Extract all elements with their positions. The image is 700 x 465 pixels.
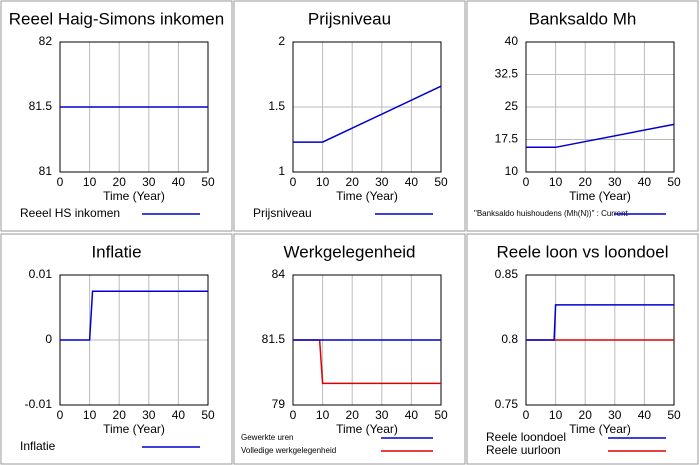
- plot-frame: [292, 41, 442, 173]
- x-tick-label: 20: [346, 175, 360, 189]
- panel-border: [466, 233, 699, 465]
- chart-title: Prijsniveau: [308, 9, 391, 28]
- x-tick-label: 40: [405, 408, 419, 422]
- chart-title: Reeel Haig-Simons inkomen: [9, 9, 224, 28]
- y-tick-label: 82: [39, 34, 53, 48]
- legend-label: Reeel HS inkomen: [20, 206, 120, 220]
- y-tick-label: 81.5: [262, 332, 286, 346]
- x-tick-label: 40: [172, 408, 186, 422]
- y-tick-label: 0.75: [495, 397, 519, 411]
- legend-label: Prijsniveau: [253, 206, 312, 220]
- x-tick-label: 20: [579, 408, 593, 422]
- x-tick-label: 30: [608, 175, 622, 189]
- x-tick-label: 40: [638, 408, 652, 422]
- x-tick-label: 30: [142, 175, 156, 189]
- x-tick-label: 50: [667, 175, 681, 189]
- chart-title: Reele loon vs loondoel: [496, 242, 668, 261]
- y-tick-label: 84: [272, 267, 286, 281]
- panel-border: [233, 0, 466, 232]
- y-tick-label: 17.5: [495, 132, 519, 146]
- x-axis-label: Time (Year): [569, 189, 631, 203]
- x-tick-label: 10: [549, 175, 563, 189]
- y-tick-label: 10: [505, 164, 519, 178]
- x-tick-label: 0: [523, 175, 530, 189]
- series-line: [526, 123, 675, 149]
- x-tick-label: 20: [113, 175, 127, 189]
- x-tick-label: 10: [316, 175, 330, 189]
- y-tick-label: 1.5: [268, 99, 285, 113]
- x-tick-label: 20: [113, 408, 127, 422]
- panel-border: [233, 233, 466, 465]
- x-tick-label: 30: [375, 175, 389, 189]
- y-tick-label: 79: [272, 397, 286, 411]
- legend-label: Reele uurloon: [486, 443, 561, 457]
- y-tick-label: 2: [278, 34, 285, 48]
- y-tick-label: 81.5: [29, 99, 53, 113]
- x-tick-label: 20: [579, 175, 593, 189]
- legend-label: Reele loondoel: [486, 430, 566, 444]
- x-tick-label: 0: [290, 408, 297, 422]
- x-tick-label: 50: [434, 175, 448, 189]
- x-axis-label: Time (Year): [336, 422, 398, 436]
- x-tick-label: 30: [142, 408, 156, 422]
- x-tick-label: 50: [201, 408, 215, 422]
- y-tick-label: 32.5: [495, 67, 519, 81]
- y-tick-label: 25: [505, 99, 519, 113]
- x-tick-label: 30: [375, 408, 389, 422]
- legend-label: Gewerkte uren: [241, 433, 293, 442]
- y-tick-label: 0.85: [495, 267, 519, 281]
- plot-frame: [525, 41, 675, 173]
- x-axis-label: Time (Year): [336, 189, 398, 203]
- panel-border: [466, 0, 699, 232]
- x-tick-label: 20: [346, 408, 360, 422]
- x-tick-label: 50: [667, 408, 681, 422]
- y-tick-label: 40: [505, 34, 519, 48]
- x-tick-label: 0: [57, 408, 64, 422]
- x-tick-label: 50: [434, 408, 448, 422]
- series-line: [293, 85, 442, 143]
- x-axis-label: Time (Year): [103, 189, 165, 203]
- panel-border: [0, 233, 233, 465]
- panel-border: [0, 0, 233, 232]
- x-axis-label: Time (Year): [569, 422, 631, 436]
- x-tick-label: 10: [549, 408, 563, 422]
- x-tick-label: 10: [83, 175, 97, 189]
- x-tick-label: 0: [523, 408, 530, 422]
- series-line: [60, 290, 208, 341]
- y-tick-label: -0.01: [25, 397, 53, 411]
- chart-title: Inflatie: [91, 242, 141, 261]
- x-tick-label: 40: [638, 175, 652, 189]
- chart-title: Werkgelegenheid: [284, 242, 416, 261]
- x-tick-label: 50: [201, 175, 215, 189]
- x-axis-label: Time (Year): [103, 422, 165, 436]
- y-tick-label: 0: [45, 332, 52, 346]
- series-line: [526, 304, 674, 341]
- x-tick-label: 0: [57, 175, 64, 189]
- x-tick-label: 10: [83, 408, 97, 422]
- x-tick-label: 30: [608, 408, 622, 422]
- y-tick-label: 1: [278, 164, 285, 178]
- x-tick-label: 40: [405, 175, 419, 189]
- legend-label: "Banksaldo huishoudens (Mh(N))" : Curren…: [474, 209, 629, 218]
- x-tick-label: 40: [172, 175, 186, 189]
- y-tick-label: 0.8: [501, 332, 518, 346]
- series-line: [293, 339, 441, 385]
- y-tick-label: 0.01: [29, 267, 53, 281]
- x-tick-label: 0: [290, 175, 297, 189]
- chart-title: Banksaldo Mh: [529, 9, 637, 28]
- legend-label: Volledige werkgelegenheid: [241, 446, 336, 455]
- x-tick-label: 10: [316, 408, 330, 422]
- y-tick-label: 81: [39, 164, 53, 178]
- legend-label: Inflatie: [20, 439, 56, 453]
